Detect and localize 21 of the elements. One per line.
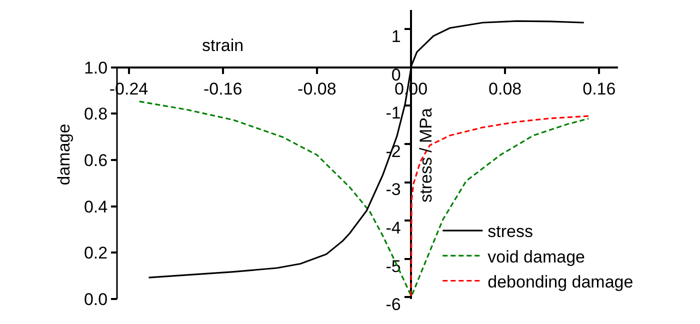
x-tick-label: 0.08 [488, 80, 522, 99]
y-tick-label: 1.0 [84, 58, 108, 78]
y-tick-label: 0.2 [84, 244, 108, 263]
y-tick-label: 0.4 [84, 197, 108, 216]
y-axis-title: damage [54, 124, 74, 186]
y2-tick-label: -6 [386, 295, 401, 314]
y-tick-label: 0.8 [84, 104, 108, 124]
legend-label: void damage [488, 247, 585, 266]
y2-tick-label: -1 [386, 104, 401, 123]
y2-axis-title: stress / MPa [416, 107, 436, 202]
y-tick-label: 0.0 [84, 290, 108, 309]
legend-label: debonding damage [488, 272, 634, 292]
y2-tick-label: 1 [391, 27, 401, 46]
y2-tick-label: -3 [386, 180, 401, 200]
x-tick-label: -0.08 [298, 80, 336, 99]
y-tick-label: 0.6 [84, 151, 108, 170]
x-tick-label: 0.16 [582, 80, 616, 99]
legend-label: stress [488, 222, 533, 242]
x-axis-title: strain [202, 36, 244, 55]
x-tick-label: -0.16 [203, 80, 242, 99]
y2-tick-label: -4 [386, 218, 401, 238]
